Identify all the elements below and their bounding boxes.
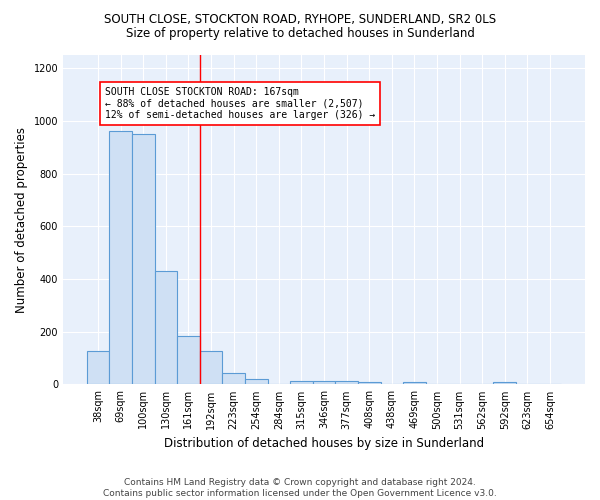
Bar bbox=[109, 132, 132, 384]
Bar bbox=[245, 379, 268, 384]
Bar bbox=[200, 352, 223, 384]
Bar bbox=[335, 382, 358, 384]
Bar bbox=[313, 380, 335, 384]
Bar bbox=[223, 372, 245, 384]
Bar bbox=[132, 134, 155, 384]
X-axis label: Distribution of detached houses by size in Sunderland: Distribution of detached houses by size … bbox=[164, 437, 484, 450]
Text: SOUTH CLOSE, STOCKTON ROAD, RYHOPE, SUNDERLAND, SR2 0LS: SOUTH CLOSE, STOCKTON ROAD, RYHOPE, SUND… bbox=[104, 12, 496, 26]
Y-axis label: Number of detached properties: Number of detached properties bbox=[15, 126, 28, 312]
Bar bbox=[358, 382, 380, 384]
Bar bbox=[493, 382, 516, 384]
Bar bbox=[87, 350, 109, 384]
Bar bbox=[177, 336, 200, 384]
Bar bbox=[155, 271, 177, 384]
Text: SOUTH CLOSE STOCKTON ROAD: 167sqm
← 88% of detached houses are smaller (2,507)
1: SOUTH CLOSE STOCKTON ROAD: 167sqm ← 88% … bbox=[105, 86, 375, 120]
Text: Contains HM Land Registry data © Crown copyright and database right 2024.
Contai: Contains HM Land Registry data © Crown c… bbox=[103, 478, 497, 498]
Bar bbox=[290, 382, 313, 384]
Text: Size of property relative to detached houses in Sunderland: Size of property relative to detached ho… bbox=[125, 28, 475, 40]
Bar bbox=[403, 382, 426, 384]
